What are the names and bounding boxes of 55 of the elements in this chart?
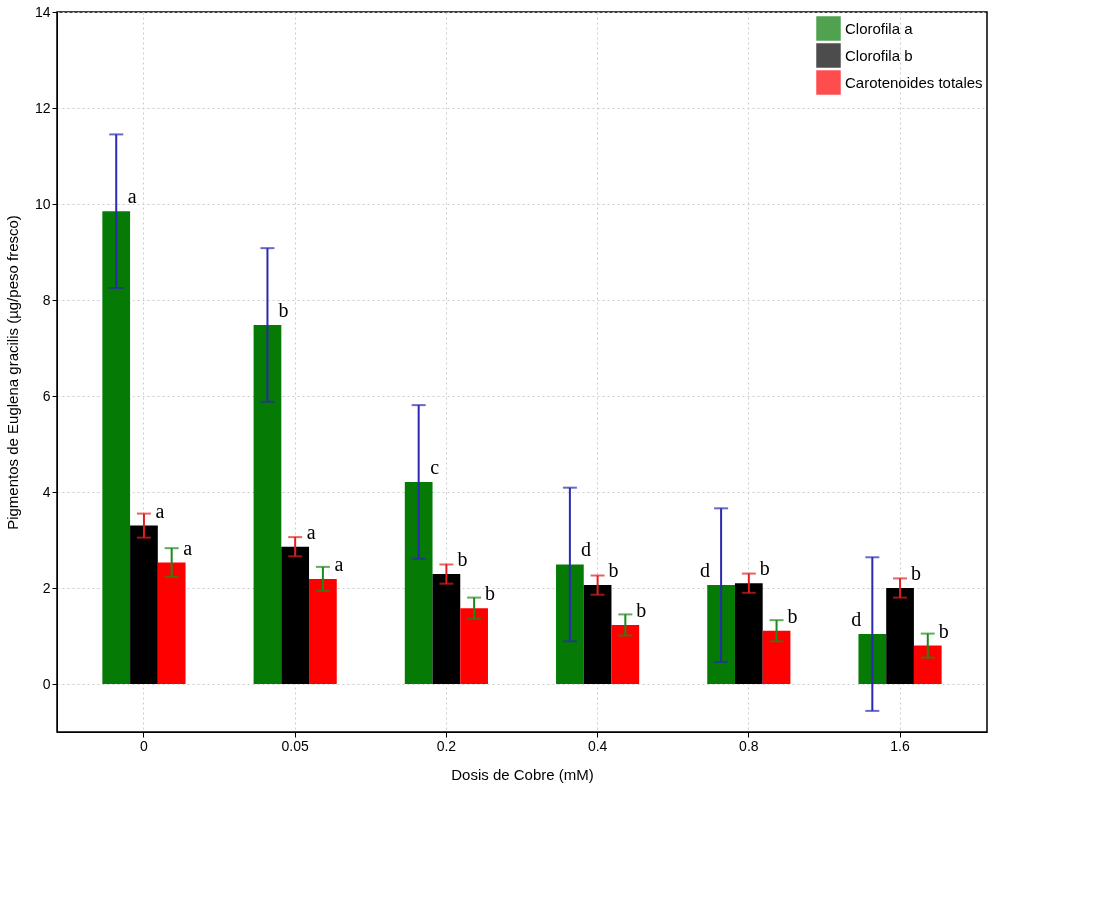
- bar: [102, 211, 131, 684]
- data-label: a: [306, 520, 316, 543]
- legend-label: Carotenoides totales: [845, 73, 983, 91]
- data-label: a: [334, 552, 344, 575]
- data-label: b: [636, 598, 647, 621]
- data-label: d: [580, 538, 591, 561]
- x-axis-title: Dosis de Cobre (mM): [451, 765, 594, 783]
- bar: [611, 624, 640, 684]
- x-tick-label: 0.4: [587, 737, 608, 754]
- data-label: b: [457, 548, 468, 571]
- bar: [432, 574, 461, 684]
- y-tick-label: 12: [34, 99, 51, 116]
- bar: [309, 578, 337, 684]
- bar: [734, 583, 763, 684]
- data-label: b: [787, 604, 798, 627]
- x-tick-label: 0: [140, 737, 149, 754]
- data-label: a: [155, 499, 165, 522]
- x-tick-label: 0.8: [739, 737, 759, 754]
- bar: [913, 645, 942, 684]
- bar: [858, 634, 887, 684]
- legend-label: Clorofila b: [845, 46, 913, 64]
- data-label: d: [700, 559, 711, 582]
- data-label: d: [851, 608, 862, 631]
- y-tick-label: 8: [42, 291, 51, 308]
- bar: [707, 585, 735, 684]
- bar: [762, 630, 791, 684]
- data-label: b: [911, 562, 922, 584]
- bar: [281, 546, 310, 684]
- data-label: b: [608, 559, 619, 582]
- x-tick-label: 1.6: [890, 737, 910, 754]
- data-label: c: [430, 455, 440, 478]
- data-label: a: [127, 185, 137, 208]
- data-label: b: [759, 557, 770, 580]
- bar: [253, 324, 282, 684]
- x-tick-label: 0.2: [436, 737, 457, 754]
- bar: [404, 481, 433, 684]
- x-tick-label: 0.05: [281, 737, 310, 754]
- bar: [130, 525, 158, 684]
- data-label: b: [485, 582, 496, 605]
- bar: [556, 564, 584, 684]
- y-tick-label: 6: [42, 387, 51, 404]
- legend-label: Clorofila a: [845, 19, 914, 37]
- data-label: a: [183, 536, 193, 559]
- data-label: b: [278, 298, 289, 321]
- y-axis-title: Pigmentos de Euglena gracilis (µg/peso fresco): [3, 215, 21, 530]
- y-tick-label: 14: [34, 3, 51, 20]
- data-label: b: [938, 619, 949, 642]
- y-tick-label: 2: [42, 579, 51, 596]
- bar: [460, 608, 488, 684]
- y-tick-label: 10: [34, 195, 51, 212]
- y-tick-label: 4: [42, 483, 51, 500]
- y-tick-label: 0: [42, 675, 51, 692]
- bar: [886, 588, 914, 684]
- bar: [157, 562, 186, 684]
- bar: [583, 585, 612, 684]
